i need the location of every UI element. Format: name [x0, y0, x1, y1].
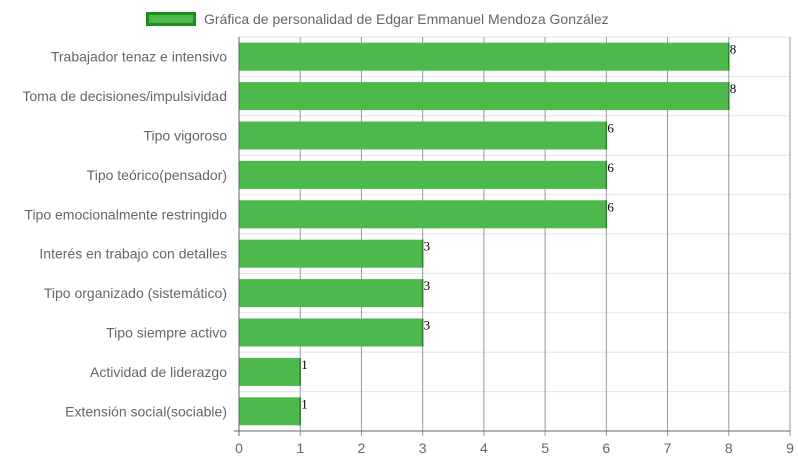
- category-label: Extensión social(sociable): [65, 403, 227, 419]
- x-tick-label: 3: [419, 440, 427, 456]
- x-tick-label: 9: [786, 440, 794, 456]
- value-label: 6: [607, 121, 614, 136]
- category-label: Actividad de liderazgo: [90, 364, 227, 380]
- category-label: Tipo siempre activo: [106, 325, 227, 341]
- category-label: Tipo vigoroso: [143, 128, 227, 144]
- bar[interactable]: [239, 160, 607, 189]
- category-label: Interés en trabajo con detalles: [39, 246, 227, 262]
- category-label: Tipo organizado (sistemático): [44, 285, 227, 301]
- bar[interactable]: [239, 82, 729, 111]
- category-labels: Trabajador tenaz e intensivo Toma de deci…: [22, 49, 227, 420]
- bar[interactable]: [239, 200, 607, 229]
- x-tick-label: 1: [296, 440, 304, 456]
- value-label: 6: [607, 160, 614, 175]
- category-label: Trabajador tenaz e intensivo: [51, 49, 227, 65]
- bar[interactable]: [239, 121, 607, 150]
- x-tick-label: 5: [541, 440, 549, 456]
- bar[interactable]: [239, 397, 301, 426]
- bar[interactable]: [239, 318, 423, 347]
- value-label: 3: [424, 278, 431, 293]
- value-label: 3: [424, 318, 431, 333]
- category-label: Tipo emocionalmente restringido: [24, 206, 227, 222]
- x-tick-label: 6: [602, 440, 610, 456]
- bar[interactable]: [239, 357, 301, 386]
- bars: [239, 42, 730, 426]
- legend-label: Gráfica de personalidad de Edgar Emmanue…: [204, 11, 609, 27]
- bar[interactable]: [239, 42, 729, 71]
- x-tick-labels: 0 1 2 3 4 5 6 7 8 9: [235, 440, 794, 456]
- value-label: 3: [424, 239, 431, 254]
- x-tick-label: 4: [480, 440, 488, 456]
- legend[interactable]: Gráfica de personalidad de Edgar Emmanue…: [146, 7, 609, 31]
- bar[interactable]: [239, 239, 423, 268]
- x-tick-label: 7: [664, 440, 672, 456]
- x-tick-label: 0: [235, 440, 243, 456]
- category-label: Tipo teórico(pensador): [87, 167, 227, 183]
- bar[interactable]: [239, 279, 423, 308]
- axes: [234, 37, 790, 432]
- legend-swatch: [146, 12, 196, 26]
- x-tick-label: 8: [725, 440, 733, 456]
- value-label: 1: [301, 396, 308, 411]
- value-label: 1: [301, 357, 308, 372]
- value-label: 8: [730, 42, 737, 57]
- x-tick-label: 2: [358, 440, 366, 456]
- category-label: Toma de decisiones/impulsividad: [22, 88, 227, 104]
- value-labels: 8 8 6 6 6 3 3 3 1 1: [301, 42, 736, 412]
- value-label: 8: [730, 81, 737, 96]
- value-label: 6: [607, 199, 614, 214]
